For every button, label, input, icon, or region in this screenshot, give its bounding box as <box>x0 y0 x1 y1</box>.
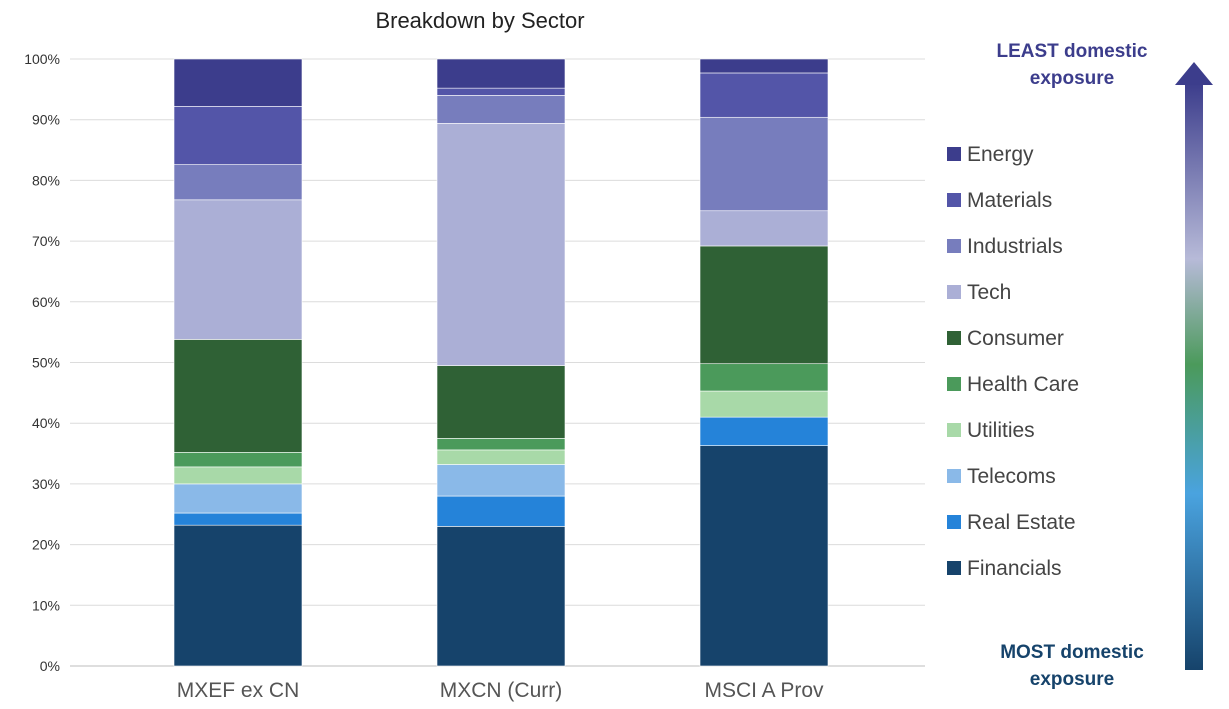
bar-segment <box>173 512 303 526</box>
y-tick-label: 50% <box>32 355 60 371</box>
legend-label: Materials <box>967 189 1052 212</box>
most-exposure-line-1: MOST domestic <box>1000 642 1144 663</box>
bar-segment <box>436 365 566 439</box>
bar-segment <box>436 123 566 366</box>
bar-segment <box>699 390 829 418</box>
y-tick-label: 20% <box>32 537 60 553</box>
bar-segment <box>436 95 566 124</box>
least-exposure-line-1: LEAST domestic <box>997 41 1148 62</box>
bar-segment <box>436 526 566 667</box>
least-exposure-line-2: exposure <box>1030 68 1114 89</box>
bar-segment <box>436 495 566 527</box>
bar-segment <box>173 466 303 485</box>
bar-segment <box>699 445 829 667</box>
legend-swatch <box>947 147 961 161</box>
legend-swatch <box>947 239 961 253</box>
bar-segment <box>173 199 303 340</box>
legend: Energy Materials Industrials Tech Consumer He… <box>947 143 1079 580</box>
legend-label: Industrials <box>967 235 1063 258</box>
y-tick-label: 0% <box>40 658 60 674</box>
legend-swatch <box>947 377 961 391</box>
x-category-label: MXCN (Curr) <box>440 679 562 702</box>
y-tick-label: 40% <box>32 415 60 431</box>
bar-segment <box>173 524 303 667</box>
bar-segment <box>699 245 829 365</box>
legend-swatch <box>947 285 961 299</box>
bar-segment <box>436 87 566 96</box>
legend-swatch <box>947 193 961 207</box>
bar-segment <box>173 106 303 165</box>
y-axis-ticks: 0% 10% 20% 30% 40% 50% 60% 70% 80% 90% 100% <box>24 51 60 674</box>
legend-swatch <box>947 331 961 345</box>
legend-label: Utilities <box>967 419 1035 442</box>
x-category-label: MSCI A Prov <box>704 679 824 702</box>
bar-segment <box>699 72 829 118</box>
legend-swatch <box>947 561 961 575</box>
legend-label: Financials <box>967 557 1062 580</box>
bar-segment <box>699 363 829 392</box>
exposure-arrow-shaft <box>1185 83 1203 670</box>
legend-swatch <box>947 469 961 483</box>
exposure-gradient-arrow <box>1175 62 1213 670</box>
bars <box>173 58 829 667</box>
bar-segment <box>436 449 566 465</box>
bar-segment <box>699 116 829 212</box>
legend-label: Tech <box>967 281 1011 304</box>
bar-segment <box>173 164 303 201</box>
legend-label: Real Estate <box>967 511 1076 534</box>
legend-swatch <box>947 515 961 529</box>
bar-segment <box>173 339 303 453</box>
x-axis-labels: MXEF ex CN MXCN (Curr) MSCI A Prov <box>177 679 824 702</box>
y-tick-label: 100% <box>24 51 60 67</box>
chart-title: Breakdown by Sector <box>375 8 584 33</box>
bar-segment <box>173 452 303 468</box>
y-tick-label: 10% <box>32 597 60 613</box>
y-tick-label: 90% <box>32 112 60 128</box>
legend-label: Telecoms <box>967 465 1056 488</box>
y-tick-label: 60% <box>32 294 60 310</box>
bar-segment <box>436 464 566 497</box>
legend-label: Health Care <box>967 373 1079 396</box>
bar-segment <box>173 483 303 514</box>
y-tick-label: 30% <box>32 476 60 492</box>
legend-swatch <box>947 423 961 437</box>
most-exposure-line-2: exposure <box>1030 669 1114 690</box>
y-tick-label: 80% <box>32 172 60 188</box>
bar-segment <box>173 58 303 107</box>
exposure-arrow-head <box>1175 62 1213 85</box>
bar-segment <box>699 210 829 247</box>
bar-segment <box>436 58 566 89</box>
legend-label: Consumer <box>967 327 1064 350</box>
y-tick-label: 70% <box>32 233 60 249</box>
bar-segment <box>436 438 566 451</box>
bar-segment <box>699 58 829 74</box>
legend-label: Energy <box>967 143 1034 166</box>
x-category-label: MXEF ex CN <box>177 679 300 702</box>
bar-segment <box>699 416 829 446</box>
